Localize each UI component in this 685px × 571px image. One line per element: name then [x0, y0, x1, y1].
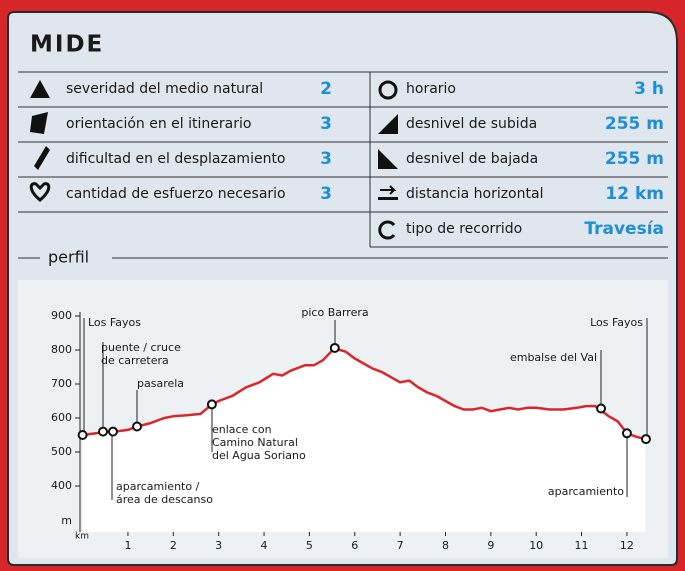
row-label: distancia horizontal [406, 186, 543, 202]
annotation-label: aparcamiento [548, 485, 624, 498]
row-value: Travesía [584, 219, 664, 239]
row-value: 3 h [634, 79, 664, 99]
annotation-label: de carretera [101, 354, 169, 367]
waypoint [77, 430, 88, 440]
row-value: 2 [320, 79, 332, 99]
annotation-label: área de descanso [116, 493, 213, 506]
row-label: cantidad de esfuerzo necesario [66, 186, 286, 202]
annotation-label: enlace con [212, 423, 272, 436]
row-label: tipo de recorrido [406, 221, 522, 237]
row-value: 255 m [605, 114, 664, 134]
annotation-label: Los Fayos [590, 316, 643, 329]
row-label: dificultad en el desplazamiento [66, 151, 286, 167]
waypoint [206, 399, 217, 410]
waypoint [621, 428, 632, 439]
x-tick-label: 10 [529, 539, 543, 552]
profile-line [82, 347, 646, 441]
annotation-label: Camino Natural [212, 436, 298, 449]
y-tick-label: 400 [51, 479, 72, 492]
annotation-label: pasarela [137, 377, 184, 390]
annotation-label: pico Barrera [301, 306, 368, 319]
waypoint [107, 426, 118, 437]
row-label: desnivel de subida [406, 116, 537, 132]
waypoint [329, 342, 340, 353]
y-axis-label: m [61, 514, 72, 527]
y-tick-label: 900 [51, 309, 72, 322]
x-tick-label: 12 [620, 539, 634, 552]
annotation-label: embalse del Val [510, 351, 597, 364]
row-label: desnivel de bajada [406, 151, 538, 167]
waypoint [640, 434, 651, 445]
row-label: severidad del medio natural [66, 81, 263, 97]
x-tick-label: 6 [351, 539, 358, 552]
x-tick-label: 5 [306, 539, 313, 552]
annotation-label: aparcamiento / [116, 480, 200, 493]
section-label: perfil [48, 248, 89, 267]
annotation-label: del Agua Soriano [212, 449, 306, 462]
row-label: orientación en el itinerario [66, 116, 251, 132]
x-tick-label: 3 [215, 539, 222, 552]
row-value: 255 m [605, 149, 664, 169]
x-tick-label: 9 [487, 539, 494, 552]
x-tick-label: 2 [170, 539, 177, 552]
waypoint [132, 421, 143, 432]
row-value: 12 km [605, 184, 664, 204]
x-tick-label: 4 [261, 539, 268, 552]
waypoint [98, 426, 109, 437]
annotation-label: puente / cruce [101, 341, 181, 354]
annotation-label: Los Fayos [88, 316, 141, 329]
x-tick-label: 8 [442, 539, 449, 552]
y-tick-label: 500 [51, 445, 72, 458]
table-lines [18, 71, 668, 259]
x-axis-label: km [75, 532, 89, 542]
waypoint [596, 403, 607, 414]
profile-area [82, 348, 646, 532]
y-tick-label: 800 [51, 343, 72, 356]
row-label: horario [406, 81, 456, 97]
title: MIDE [30, 32, 104, 58]
x-tick-label: 11 [575, 539, 589, 552]
x-tick-label: 1 [124, 539, 131, 552]
row-value: 3 [320, 184, 332, 204]
icons [29, 80, 398, 240]
y-tick-label: 700 [51, 377, 72, 390]
y-tick-label: 600 [51, 411, 72, 424]
row-value: 3 [320, 114, 332, 134]
x-tick-label: 7 [397, 539, 404, 552]
row-value: 3 [320, 149, 332, 169]
